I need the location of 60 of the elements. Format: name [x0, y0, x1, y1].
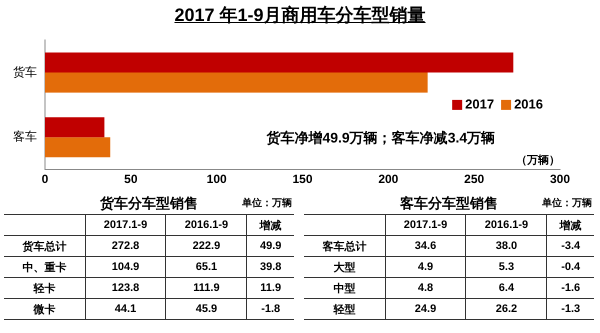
text: 2016.1-9	[166, 214, 247, 236]
data-label: 11.9	[246, 278, 294, 298]
x-tick-label: 300	[550, 172, 570, 186]
data-label: 222.9	[166, 236, 247, 256]
annotation: 货车净增49.9万辆；客车净减3.4万辆	[265, 129, 496, 146]
category-label: 中型	[304, 278, 386, 298]
text: 货车分车型销售	[100, 195, 198, 211]
data-label: 4.8	[385, 278, 466, 298]
data-label: 5.3	[466, 256, 547, 278]
bar	[45, 117, 104, 138]
x-tick-label: 0	[42, 172, 49, 186]
text: 客车分车型销售	[400, 195, 498, 211]
x-tick-label: 200	[378, 172, 399, 186]
data-label: 26.2	[466, 298, 547, 320]
bar	[45, 52, 514, 73]
chart-title: 2017 年1-9月商用车分车型销量	[173, 4, 427, 27]
text: 2016.1-9	[466, 214, 547, 236]
data-label: 65.1	[166, 256, 247, 278]
data-label: 111.9	[166, 278, 247, 298]
data-label: 123.8	[85, 278, 166, 298]
data-label: 272.8	[85, 236, 166, 256]
text: 单位：万辆	[242, 196, 292, 210]
x-tick-label: 150	[292, 172, 313, 186]
data-label: 34.6	[385, 236, 466, 256]
x-tick-label: 250	[464, 172, 484, 186]
y-tick-label: 客车	[13, 130, 37, 144]
bar	[45, 137, 110, 158]
data-label: 6.4	[466, 278, 547, 298]
data-label: 38.0	[466, 236, 547, 256]
y-tick-label: 货车	[13, 64, 37, 79]
text: 单位：万辆	[542, 196, 592, 210]
bar	[45, 72, 428, 93]
text: 增减	[546, 214, 594, 236]
data-label: 39.8	[246, 256, 294, 278]
category-label: 货车总计	[4, 236, 86, 256]
text: 增减	[246, 214, 294, 236]
data-label: -1.6	[546, 278, 594, 298]
data-label: 24.9	[385, 298, 466, 320]
category-label: 轻卡	[4, 278, 86, 298]
text: 2017.1-9	[85, 214, 166, 236]
data-label: -1.3	[546, 298, 594, 320]
data-label: -0.4	[546, 256, 594, 278]
category-label: 微卡	[4, 298, 86, 320]
category-label: 客车总计	[304, 236, 386, 256]
text: 2017.1-9	[385, 214, 466, 236]
data-label: 45.9	[166, 298, 247, 320]
data-label: 44.1	[85, 298, 166, 320]
category-label: 轻型	[304, 298, 386, 320]
legend-label: 2017	[465, 96, 494, 112]
x-tick-label: 50	[124, 172, 138, 186]
category-label: 大型	[304, 256, 386, 278]
x-tick-label: 100	[206, 172, 227, 186]
category-label: 中、重卡	[4, 256, 86, 278]
data-label: 4.9	[385, 256, 466, 278]
legend-label: 2016	[514, 96, 543, 112]
x-axis-title: （万辆）	[516, 154, 560, 167]
data-label: -3.4	[546, 236, 594, 256]
data-label: -1.8	[246, 298, 294, 320]
data-label: 104.9	[85, 256, 166, 278]
data-label: 49.9	[246, 236, 294, 256]
